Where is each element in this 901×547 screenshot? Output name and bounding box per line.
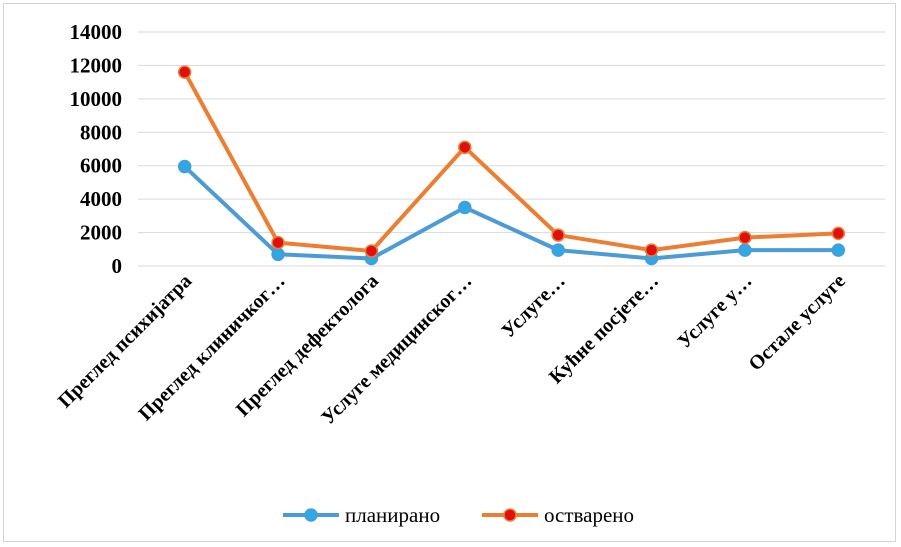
series-group [177, 65, 846, 266]
legend: планирано остварено [283, 503, 634, 527]
y-axis-ticks: 0 2000 4000 6000 8000 10000 12000 14000 [70, 20, 123, 278]
data-point [271, 247, 285, 262]
y-tick-label: 2000 [80, 221, 122, 245]
data-point [177, 65, 192, 79]
data-point [551, 243, 565, 257]
x-tick-label: Остале услуге [745, 270, 850, 375]
series-2 [177, 65, 846, 258]
y-tick-label: 6000 [80, 154, 122, 178]
y-tick-label: 8000 [80, 120, 122, 144]
series-line [182, 70, 841, 253]
data-point [177, 159, 192, 174]
data-point [831, 243, 846, 257]
legend-label: планирано [345, 503, 440, 527]
data-point [738, 243, 752, 257]
x-tick-label: Услуге… [497, 270, 569, 342]
legend-item: остварено [482, 503, 634, 527]
data-point [458, 200, 472, 215]
legend-marker [304, 508, 318, 522]
y-tick-label: 14000 [70, 20, 123, 44]
y-tick-label: 0 [112, 254, 123, 278]
y-tick-label: 10000 [70, 87, 123, 111]
y-tick-label: 12000 [70, 53, 123, 77]
legend-label: остварено [544, 503, 634, 527]
data-point [738, 230, 752, 245]
gridlines [138, 31, 885, 267]
x-tick-label: Услуге у… [674, 270, 757, 353]
data-point [364, 244, 379, 258]
legend-marker [503, 508, 517, 522]
data-point [271, 235, 285, 250]
data-point [831, 226, 846, 241]
series-line [182, 164, 841, 261]
legend-item: планирано [283, 503, 440, 527]
data-point [551, 228, 565, 242]
y-tick-label: 4000 [80, 187, 122, 211]
data-point [644, 243, 659, 257]
x-tick-label: Услуге медицинског… [317, 270, 476, 429]
chart-frame [3, 3, 896, 542]
data-point [458, 140, 472, 155]
